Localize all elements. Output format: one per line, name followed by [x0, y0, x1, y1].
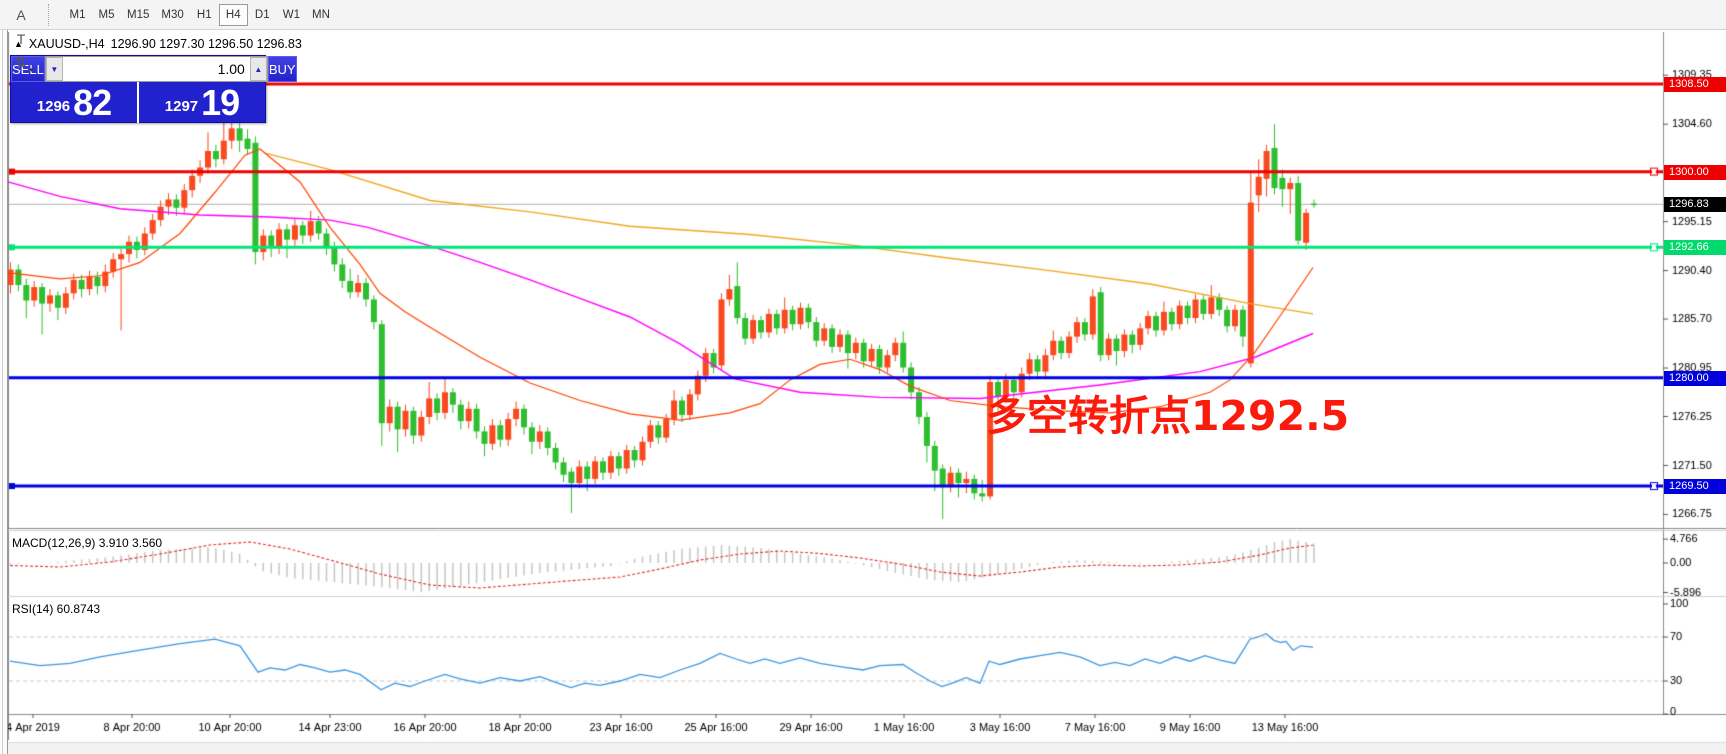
- buy-price-pips: 19: [201, 82, 240, 123]
- buy-button[interactable]: BUY: [267, 56, 297, 82]
- symbol-title: XAUUSD-,H4: [28, 37, 105, 51]
- text-label-icon[interactable]: A: [16, 6, 26, 23]
- chart-text-annotation[interactable]: 多空转折点1292.5: [986, 392, 1350, 440]
- volume-input[interactable]: [62, 57, 250, 81]
- fibonacci-retracement-icon[interactable]: ▤F: [6, 0, 36, 3]
- drawing-tools: ▨E▤FAT⇅▾: [6, 0, 36, 75]
- price-flag-1292.66: 1292.66: [1664, 240, 1726, 256]
- timeframe-m1[interactable]: M1: [69, 8, 86, 21]
- symbol-header: ▲ XAUUSD-,H4 1296.90 1297.30 1296.50 129…: [14, 37, 302, 51]
- buy-price[interactable]: 1297 19: [139, 82, 265, 123]
- chevron-up-icon[interactable]: ▲: [14, 39, 23, 49]
- timeframe-mn[interactable]: MN: [312, 8, 330, 21]
- rsi-indicator-label: RSI(14) 60.8743: [12, 602, 101, 616]
- toolbar-separator: [48, 3, 53, 26]
- timeframe-buttons: M1 M5 M15 M30 H1 H4 D1 W1 MN: [63, 3, 336, 26]
- chart-area: ▲ XAUUSD-,H4 1296.90 1297.30 1296.50 129…: [0, 30, 1726, 754]
- timeframe-m30[interactable]: M30: [161, 8, 184, 21]
- timeframe-h1[interactable]: H1: [196, 8, 212, 21]
- price-flag-1296.83: 1296.83: [1664, 197, 1726, 213]
- volume-decrease-button[interactable]: ▼: [45, 57, 63, 81]
- price-flag-1280.00: 1280.00: [1664, 370, 1726, 386]
- buy-price-big-figure: 1297: [164, 98, 199, 115]
- timeframe-d1[interactable]: D1: [254, 8, 270, 21]
- timeframe-m5[interactable]: M5: [98, 8, 115, 21]
- sell-button[interactable]: SELL: [11, 56, 45, 82]
- timeframe-w1[interactable]: W1: [282, 8, 300, 21]
- macd-indicator-label: MACD(12,26,9) 3.910 3.560: [12, 536, 163, 550]
- price-flag-1308.50: 1308.50: [1664, 77, 1726, 92]
- price-flag-1300.00: 1300.00: [1664, 164, 1726, 180]
- volume-control: ▼ ▲: [44, 56, 268, 82]
- sell-price-pips: 82: [73, 82, 112, 123]
- timeframe-m15[interactable]: M15: [127, 8, 150, 21]
- one-click-trading-panel: SELL ▼ ▲ BUY 1296 82 1297 19: [10, 55, 297, 123]
- timeframe-h4[interactable]: H4: [218, 3, 248, 26]
- price-flag-1269.50: 1269.50: [1664, 479, 1726, 495]
- volume-increase-button[interactable]: ▲: [249, 57, 267, 81]
- chart-canvas[interactable]: [0, 30, 1726, 754]
- sell-price[interactable]: 1296 82: [11, 82, 139, 123]
- sell-price-big-figure: 1296: [36, 98, 71, 115]
- arrow-objects-icon[interactable]: ⇅ ▾: [15, 54, 33, 74]
- symbol-ohlc: 1296.90 1297.30 1296.50 1296.83: [110, 37, 302, 51]
- left-gutter: [0, 30, 8, 754]
- text-box-icon[interactable]: T: [16, 30, 26, 47]
